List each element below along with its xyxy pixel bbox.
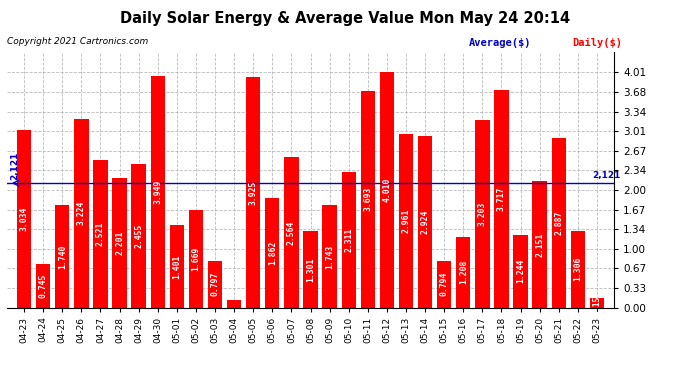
- Bar: [437, 261, 451, 308]
- Text: 2.961: 2.961: [402, 209, 411, 233]
- Text: 1.306: 1.306: [573, 257, 582, 281]
- Bar: [189, 210, 203, 308]
- Bar: [590, 298, 604, 307]
- Text: 1.862: 1.862: [268, 241, 277, 265]
- Text: 0.794: 0.794: [440, 272, 449, 296]
- Text: 1.301: 1.301: [306, 257, 315, 282]
- Text: 0.797: 0.797: [210, 272, 219, 296]
- Bar: [571, 231, 585, 308]
- Text: 1.743: 1.743: [325, 244, 334, 268]
- Bar: [456, 237, 471, 308]
- Bar: [551, 138, 566, 308]
- Bar: [361, 91, 375, 308]
- Text: 2.521: 2.521: [96, 221, 105, 246]
- Text: 1.401: 1.401: [172, 254, 181, 279]
- Text: 2.201: 2.201: [115, 231, 124, 255]
- Text: 0.745: 0.745: [39, 273, 48, 298]
- Text: 2.564: 2.564: [287, 220, 296, 245]
- Text: 3.224: 3.224: [77, 201, 86, 225]
- Bar: [399, 134, 413, 308]
- Text: 2.887: 2.887: [554, 211, 563, 235]
- Text: Daily Solar Energy & Average Value Mon May 24 20:14: Daily Solar Energy & Average Value Mon M…: [120, 11, 570, 26]
- Text: 3.949: 3.949: [153, 180, 162, 204]
- Bar: [55, 206, 70, 308]
- Bar: [170, 225, 184, 308]
- Bar: [342, 172, 356, 308]
- Bar: [322, 206, 337, 308]
- Text: 2,121: 2,121: [592, 171, 620, 180]
- Text: 4.010: 4.010: [382, 178, 391, 202]
- Text: 1.208: 1.208: [459, 260, 468, 284]
- Text: Daily($): Daily($): [573, 38, 622, 48]
- Bar: [36, 264, 50, 308]
- Bar: [93, 160, 108, 308]
- Text: 3.203: 3.203: [478, 201, 487, 226]
- Text: Average($): Average($): [469, 38, 532, 48]
- Text: 3.717: 3.717: [497, 186, 506, 211]
- Text: 2.151: 2.151: [535, 232, 544, 256]
- Bar: [208, 261, 222, 308]
- Text: 2,121: 2,121: [10, 152, 19, 180]
- Bar: [284, 157, 299, 308]
- Bar: [418, 136, 432, 308]
- Text: 2.924: 2.924: [421, 210, 430, 234]
- Bar: [75, 118, 88, 308]
- Text: 2.311: 2.311: [344, 228, 353, 252]
- Bar: [227, 300, 242, 307]
- Text: 0.157: 0.157: [593, 291, 602, 315]
- Bar: [132, 164, 146, 308]
- Text: 1.740: 1.740: [58, 244, 67, 268]
- Bar: [265, 198, 279, 308]
- Bar: [533, 182, 546, 308]
- Bar: [304, 231, 317, 308]
- Text: Copyright 2021 Cartronics.com: Copyright 2021 Cartronics.com: [7, 38, 148, 46]
- Text: 1.244: 1.244: [516, 259, 525, 283]
- Text: 2.455: 2.455: [134, 224, 143, 248]
- Bar: [112, 178, 127, 308]
- Text: 3.693: 3.693: [363, 187, 373, 211]
- Bar: [150, 76, 165, 308]
- Text: 3.925: 3.925: [248, 180, 258, 205]
- Text: 3.034: 3.034: [19, 206, 28, 231]
- Bar: [17, 130, 31, 308]
- Bar: [513, 235, 528, 308]
- Bar: [475, 120, 489, 308]
- Bar: [380, 72, 394, 308]
- Bar: [246, 77, 260, 308]
- Bar: [494, 90, 509, 308]
- Text: 1.669: 1.669: [191, 246, 200, 271]
